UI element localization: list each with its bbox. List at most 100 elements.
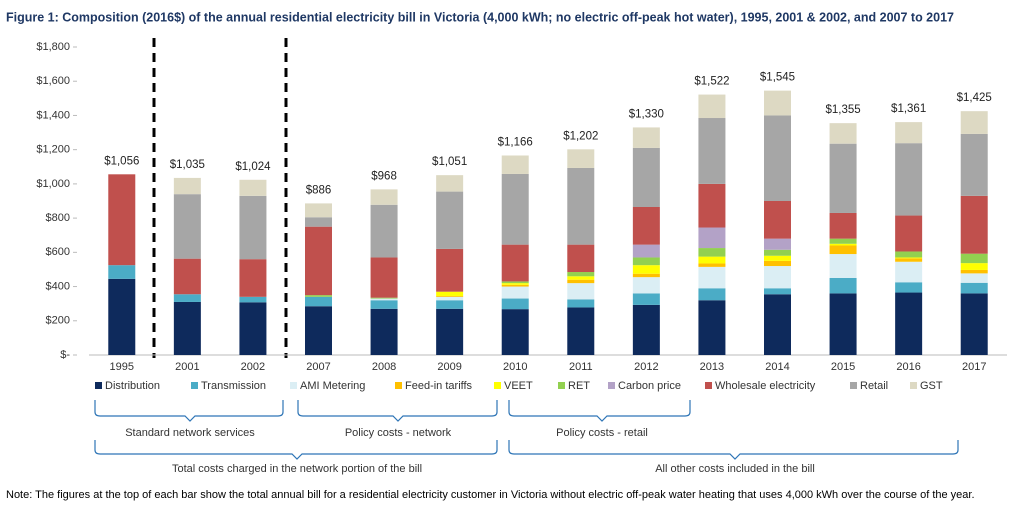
bar-segment — [370, 308, 398, 355]
bar-segment — [960, 263, 988, 270]
y-tick-label: $800 — [46, 212, 70, 224]
y-tick-label: $200 — [46, 315, 70, 327]
bar-segment — [239, 296, 267, 303]
bar-segment — [764, 260, 791, 267]
bar-segment — [501, 284, 529, 287]
x-tick-label: 2017 — [962, 361, 986, 373]
x-tick-label: 2007 — [306, 361, 330, 373]
total-label: $1,024 — [235, 161, 271, 173]
x-tick-label: 2014 — [765, 361, 789, 373]
bar-segment — [829, 143, 857, 213]
bar-segment — [829, 293, 857, 355]
x-tick-label: 2002 — [241, 361, 265, 373]
x-tick-label: 2013 — [700, 361, 724, 373]
bar-segment — [305, 226, 332, 296]
y-tick-label: $1,000 — [36, 178, 70, 190]
bar-segment — [370, 298, 398, 301]
bar-segment — [173, 258, 201, 295]
bar-segment — [305, 306, 332, 355]
bar-segment — [239, 179, 267, 196]
bar-segment — [305, 296, 332, 307]
legend-swatch — [395, 382, 402, 389]
bar-segment — [829, 278, 857, 294]
bar-segment — [764, 294, 791, 355]
y-tick-label: $- — [60, 349, 70, 361]
bar-segment — [108, 278, 136, 355]
bar-segment — [895, 143, 923, 216]
bar-segment — [108, 265, 136, 279]
bar-segment — [567, 279, 595, 284]
bar-segment — [960, 282, 988, 294]
bar-segment — [895, 258, 923, 262]
bar-segment — [501, 244, 529, 282]
bar-segment — [632, 127, 660, 148]
bar-segment — [567, 244, 595, 273]
bar-segment — [764, 288, 791, 295]
bar-segment — [829, 243, 857, 246]
bar-segment — [305, 203, 332, 218]
bar-segment — [632, 244, 660, 258]
bar-segment — [567, 299, 595, 308]
x-tick-label: 2010 — [503, 361, 527, 373]
y-tick-label: $1,600 — [36, 75, 70, 87]
bar-segment — [632, 257, 660, 266]
legend-label: Distribution — [105, 380, 160, 392]
total-label: $1,361 — [891, 103, 926, 115]
bar-segment — [501, 283, 529, 285]
brace — [508, 400, 691, 422]
total-label: $1,051 — [432, 156, 467, 168]
bar-segment — [567, 283, 595, 300]
legend-swatch — [95, 382, 102, 389]
legend-swatch — [558, 382, 565, 389]
x-tick-label: 2016 — [896, 361, 920, 373]
bar-segment — [108, 174, 136, 266]
bar-segment — [632, 265, 660, 274]
bar-segment — [895, 282, 923, 293]
annotation: All other costs included in the bill — [655, 463, 815, 475]
bar-segment — [764, 201, 791, 239]
brace — [297, 400, 498, 422]
x-tick-label: 2001 — [175, 361, 199, 373]
legend-swatch — [850, 382, 857, 389]
legend-label: Transmission — [201, 380, 266, 392]
legend-label: Retail — [860, 380, 888, 392]
bar-segment — [436, 295, 464, 297]
bar-segment — [632, 273, 660, 278]
total-label: $1,056 — [104, 155, 139, 167]
bar-segment — [698, 256, 726, 264]
annotation: Policy costs - network — [345, 427, 452, 439]
legend-swatch — [494, 382, 501, 389]
bar-segment — [960, 133, 988, 196]
legend-label: Feed-in tariffs — [405, 380, 473, 392]
bar-segment — [698, 94, 726, 119]
bar-segment — [960, 111, 988, 134]
annotation: Total costs charged in the network porti… — [172, 463, 422, 475]
total-label: $1,545 — [760, 72, 795, 84]
bar-segment — [173, 177, 201, 195]
y-tick-label: $1,800 — [36, 41, 70, 53]
bar-segment — [764, 238, 791, 250]
y-tick-label: $1,400 — [36, 109, 70, 121]
legend-swatch — [705, 382, 712, 389]
bar-segment — [436, 191, 464, 249]
bar-segment — [829, 212, 857, 239]
bar-segment — [239, 259, 267, 297]
bar-segment — [632, 277, 660, 294]
chart-title: Figure 1: Composition (2016$) of the ann… — [6, 10, 954, 24]
bar-segment — [567, 149, 595, 168]
total-label: $1,330 — [629, 108, 664, 120]
bar-segment — [960, 293, 988, 355]
bar-segment — [501, 155, 529, 174]
bar-segment — [370, 297, 398, 299]
total-label: $1,166 — [498, 137, 533, 149]
bar-segment — [895, 215, 923, 252]
bar-segment — [960, 273, 988, 283]
bar-segment — [173, 294, 201, 302]
bar-segment — [895, 257, 923, 259]
bar-segment — [960, 195, 988, 254]
bar-segment — [698, 300, 726, 355]
bar-segment — [501, 281, 529, 284]
bar-segment — [567, 276, 595, 280]
bar-segment — [764, 255, 791, 261]
